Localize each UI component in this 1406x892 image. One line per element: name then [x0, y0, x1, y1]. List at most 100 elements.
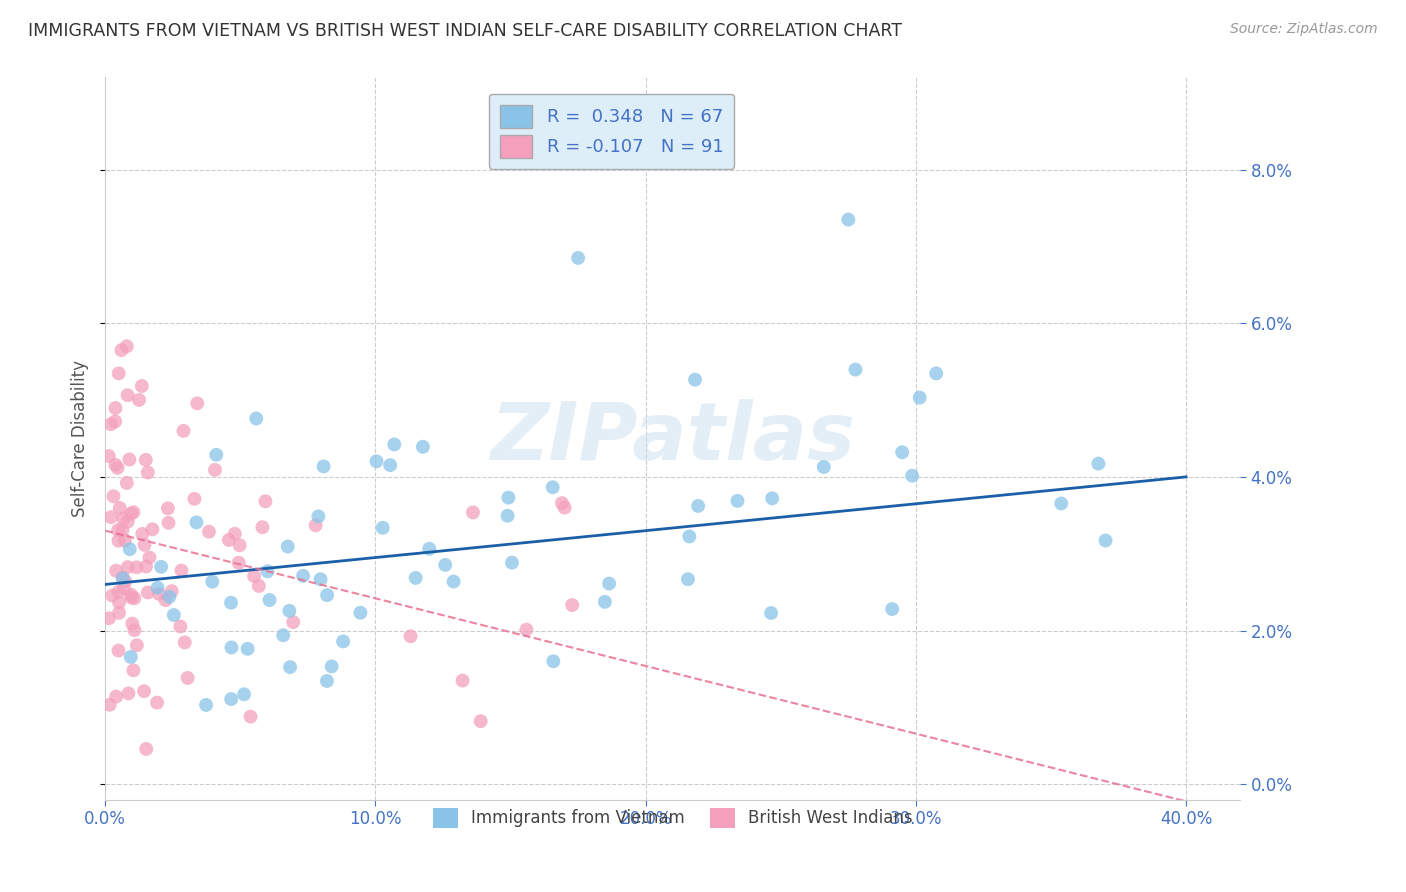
- Point: [117, 388, 139, 402]
- Point: [443, 574, 465, 589]
- Point: [186, 516, 208, 530]
- Point: [243, 569, 266, 583]
- Point: [254, 494, 277, 508]
- Point: [844, 362, 866, 376]
- Point: [107, 643, 129, 657]
- Point: [120, 650, 142, 665]
- Point: [146, 581, 169, 595]
- Point: [120, 591, 142, 605]
- Point: [543, 654, 565, 668]
- Point: [100, 510, 122, 524]
- Point: [688, 499, 710, 513]
- Point: [759, 606, 782, 620]
- Point: [312, 459, 335, 474]
- Point: [104, 414, 127, 428]
- Point: [228, 538, 250, 552]
- Point: [118, 452, 141, 467]
- Point: [239, 709, 262, 723]
- Point: [135, 742, 157, 756]
- Point: [382, 437, 405, 451]
- Point: [676, 572, 699, 586]
- Point: [598, 576, 620, 591]
- Point: [247, 579, 270, 593]
- Point: [107, 367, 129, 381]
- Point: [108, 501, 131, 516]
- Point: [108, 596, 131, 610]
- Point: [593, 595, 616, 609]
- Point: [307, 509, 329, 524]
- Point: [316, 588, 339, 602]
- Point: [122, 505, 145, 519]
- Point: [277, 540, 299, 554]
- Point: [813, 460, 835, 475]
- Point: [105, 690, 128, 704]
- Point: [316, 673, 339, 688]
- Point: [125, 560, 148, 574]
- Point: [156, 501, 179, 516]
- Point: [332, 634, 354, 648]
- Point: [111, 571, 134, 585]
- Point: [111, 571, 134, 585]
- Point: [98, 698, 121, 712]
- Point: [271, 628, 294, 642]
- Point: [124, 623, 146, 637]
- Point: [117, 560, 139, 574]
- Point: [204, 463, 226, 477]
- Point: [252, 520, 274, 534]
- Point: [501, 556, 523, 570]
- Point: [131, 527, 153, 541]
- Point: [233, 687, 256, 701]
- Point: [434, 558, 457, 572]
- Point: [292, 569, 315, 583]
- Point: [908, 391, 931, 405]
- Point: [461, 506, 484, 520]
- Point: [173, 424, 195, 438]
- Point: [349, 606, 371, 620]
- Point: [108, 606, 131, 620]
- Point: [100, 417, 122, 432]
- Point: [925, 367, 948, 381]
- Point: [205, 448, 228, 462]
- Point: [155, 593, 177, 607]
- Point: [245, 411, 267, 425]
- Point: [561, 598, 583, 612]
- Point: [399, 629, 422, 643]
- Point: [148, 587, 170, 601]
- Point: [117, 515, 139, 529]
- Point: [138, 550, 160, 565]
- Point: [309, 572, 332, 586]
- Point: [105, 564, 128, 578]
- Point: [219, 692, 242, 706]
- Point: [107, 533, 129, 548]
- Y-axis label: Self-Care Disability: Self-Care Disability: [72, 360, 89, 517]
- Point: [104, 401, 127, 415]
- Point: [405, 571, 427, 585]
- Point: [107, 585, 129, 599]
- Point: [97, 449, 120, 463]
- Text: Source: ZipAtlas.com: Source: ZipAtlas.com: [1230, 22, 1378, 37]
- Point: [115, 475, 138, 490]
- Point: [371, 521, 394, 535]
- Point: [136, 585, 159, 599]
- Point: [218, 533, 240, 547]
- Point: [150, 559, 173, 574]
- Point: [470, 714, 492, 729]
- Point: [278, 604, 301, 618]
- Point: [678, 529, 700, 543]
- Point: [101, 589, 124, 603]
- Point: [160, 584, 183, 599]
- Point: [146, 696, 169, 710]
- Point: [121, 616, 143, 631]
- Point: [122, 663, 145, 677]
- Point: [120, 588, 142, 602]
- Point: [228, 556, 250, 570]
- Point: [131, 379, 153, 393]
- Point: [114, 574, 136, 589]
- Point: [1087, 457, 1109, 471]
- Point: [219, 596, 242, 610]
- Point: [901, 468, 924, 483]
- Point: [882, 602, 904, 616]
- Point: [97, 611, 120, 625]
- Text: IMMIGRANTS FROM VIETNAM VS BRITISH WEST INDIAN SELF-CARE DISABILITY CORRELATION : IMMIGRANTS FROM VIETNAM VS BRITISH WEST …: [28, 22, 903, 40]
- Point: [259, 593, 281, 607]
